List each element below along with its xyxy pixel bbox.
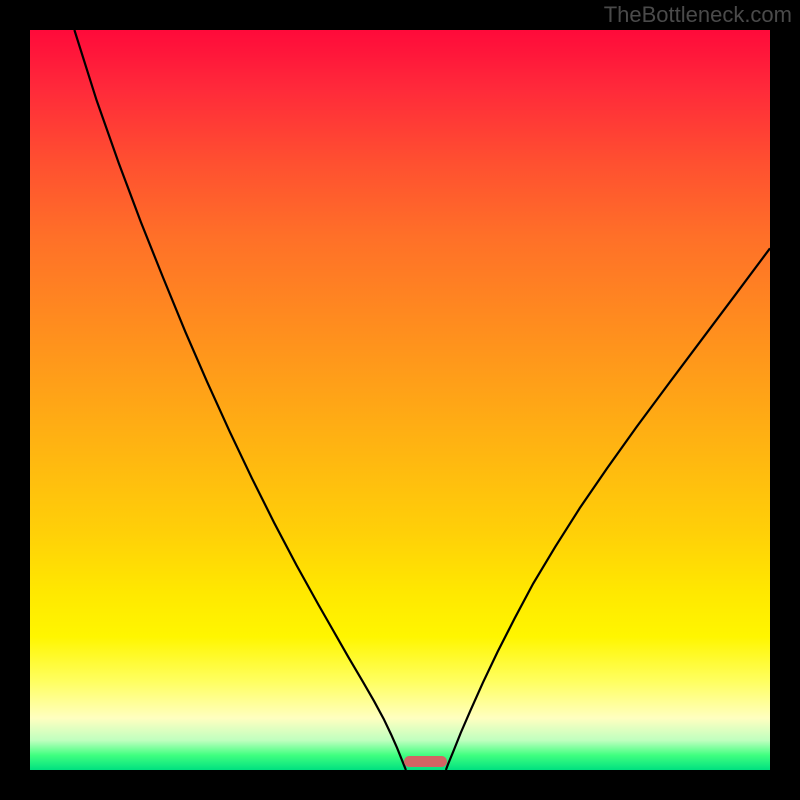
chart-container: { "type": "curve-gradient-chart", "canva… <box>0 0 800 800</box>
right-curve <box>446 248 770 770</box>
left-curve <box>74 30 406 770</box>
watermark-text: TheBottleneck.com <box>604 2 792 28</box>
bottleneck-marker <box>404 756 447 767</box>
curve-layer <box>0 0 800 800</box>
